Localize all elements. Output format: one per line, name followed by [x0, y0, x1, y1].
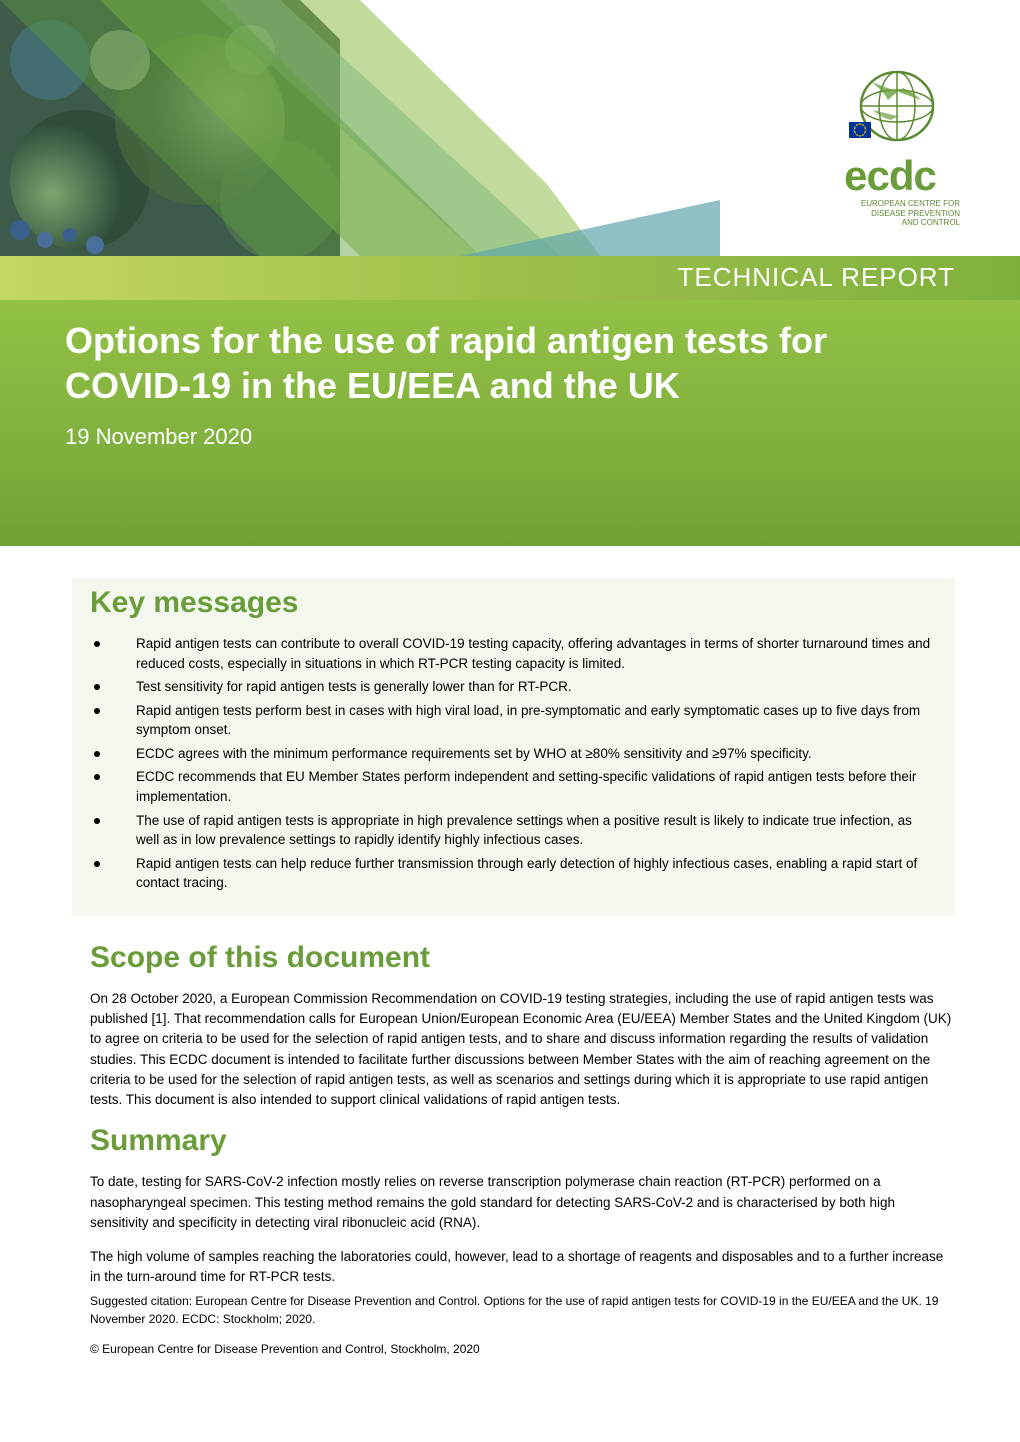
- bullet-icon: [94, 861, 100, 867]
- document-page: ecdc EUROPEAN CENTRE FOR DISEASE PREVENT…: [0, 0, 1020, 1376]
- summary-paragraph-1: To date, testing for SARS-CoV-2 infectio…: [90, 1172, 955, 1233]
- key-message-item: Rapid antigen tests can contribute to ov…: [90, 634, 937, 673]
- logo-abbreviation: ecdc: [810, 155, 970, 197]
- ecdc-logo: ecdc EUROPEAN CENTRE FOR DISEASE PREVENT…: [810, 70, 970, 228]
- key-message-text: ECDC agrees with the minimum performance…: [136, 744, 937, 764]
- header-banner: ecdc EUROPEAN CENTRE FOR DISEASE PREVENT…: [0, 0, 1020, 256]
- key-message-item: Test sensitivity for rapid antigen tests…: [90, 677, 937, 697]
- document-title: Options for the use of rapid antigen tes…: [65, 318, 955, 408]
- key-message-item: The use of rapid antigen tests is approp…: [90, 811, 937, 850]
- logo-subtitle: EUROPEAN CENTRE FOR DISEASE PREVENTION A…: [810, 199, 970, 228]
- scope-paragraph: On 28 October 2020, a European Commissio…: [90, 989, 955, 1111]
- scope-heading: Scope of this document: [90, 941, 955, 975]
- bullet-icon: [94, 751, 100, 757]
- suggested-citation: Suggested citation: European Centre for …: [90, 1292, 955, 1328]
- key-message-text: Test sensitivity for rapid antigen tests…: [136, 677, 937, 697]
- key-messages-heading: Key messages: [90, 578, 937, 620]
- key-message-text: Rapid antigen tests perform best in case…: [136, 701, 937, 740]
- key-message-text: The use of rapid antigen tests is approp…: [136, 811, 937, 850]
- bullet-icon: [94, 641, 100, 647]
- report-type-label: TECHNICAL REPORT: [678, 262, 956, 293]
- logo-globe-icon: [843, 70, 938, 145]
- title-band-top: TECHNICAL REPORT: [0, 256, 1020, 300]
- key-messages-section: Key messages Rapid antigen tests can con…: [72, 578, 955, 915]
- title-band: TECHNICAL REPORT Options for the use of …: [0, 256, 1020, 546]
- key-message-item: ECDC agrees with the minimum performance…: [90, 744, 937, 764]
- title-band-main: Options for the use of rapid antigen tes…: [0, 300, 1020, 546]
- bullet-icon: [94, 818, 100, 824]
- document-date: 19 November 2020: [65, 424, 955, 450]
- key-message-item: Rapid antigen tests perform best in case…: [90, 701, 937, 740]
- summary-paragraph-2: The high volume of samples reaching the …: [90, 1247, 955, 1288]
- key-message-item: ECDC recommends that EU Member States pe…: [90, 767, 937, 806]
- document-content: Key messages Rapid antigen tests can con…: [0, 546, 1020, 1376]
- key-message-text: ECDC recommends that EU Member States pe…: [136, 767, 937, 806]
- bullet-icon: [94, 774, 100, 780]
- key-message-item: Rapid antigen tests can help reduce furt…: [90, 854, 937, 893]
- key-message-text: Rapid antigen tests can help reduce furt…: [136, 854, 937, 893]
- bullet-icon: [94, 708, 100, 714]
- copyright-notice: © European Centre for Disease Prevention…: [90, 1342, 955, 1356]
- banner-triangle-overlay-3: [0, 0, 720, 256]
- bullet-icon: [94, 684, 100, 690]
- key-messages-list: Rapid antigen tests can contribute to ov…: [90, 634, 937, 893]
- summary-heading: Summary: [90, 1124, 955, 1158]
- key-message-text: Rapid antigen tests can contribute to ov…: [136, 634, 937, 673]
